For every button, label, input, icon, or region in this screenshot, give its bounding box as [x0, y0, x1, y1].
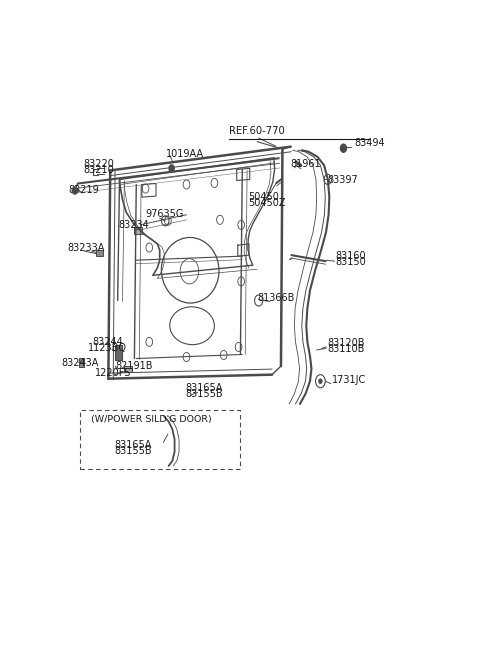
Text: 81961: 81961 — [290, 159, 321, 170]
Text: 83243A: 83243A — [62, 358, 99, 368]
Text: (W/POWER SILD'G DOOR): (W/POWER SILD'G DOOR) — [91, 415, 211, 424]
FancyBboxPatch shape — [134, 227, 142, 234]
Text: 83155B: 83155B — [186, 389, 223, 400]
Text: 83160: 83160 — [335, 251, 366, 261]
FancyBboxPatch shape — [115, 345, 122, 360]
Text: REF.60-770: REF.60-770 — [229, 126, 285, 136]
Text: 83234: 83234 — [119, 220, 150, 230]
Text: 1019AA: 1019AA — [166, 149, 204, 159]
Text: 83110B: 83110B — [327, 344, 364, 354]
Text: 50450Z: 50450Z — [249, 198, 286, 208]
Circle shape — [340, 144, 347, 152]
Text: 1731JC: 1731JC — [332, 375, 366, 385]
Text: 83210: 83210 — [83, 166, 114, 176]
FancyBboxPatch shape — [81, 410, 240, 470]
Text: 83397: 83397 — [328, 174, 359, 185]
Text: 83150: 83150 — [335, 257, 366, 267]
Text: 83233A: 83233A — [67, 242, 105, 253]
Text: 97635G: 97635G — [145, 209, 184, 219]
FancyBboxPatch shape — [96, 250, 103, 256]
Text: 1123BQ: 1123BQ — [88, 343, 127, 353]
Text: 82191B: 82191B — [115, 361, 153, 371]
Circle shape — [72, 187, 77, 194]
Text: 83165A: 83165A — [186, 383, 223, 393]
FancyBboxPatch shape — [124, 365, 132, 372]
FancyBboxPatch shape — [79, 358, 84, 367]
Text: 83165A: 83165A — [114, 440, 151, 450]
Text: 50450: 50450 — [249, 192, 279, 202]
Text: 1220FS: 1220FS — [96, 368, 132, 378]
Text: 83220: 83220 — [83, 159, 114, 170]
Circle shape — [319, 379, 322, 383]
Circle shape — [169, 165, 174, 172]
Text: 81366B: 81366B — [257, 293, 295, 303]
Text: 83494: 83494 — [354, 138, 384, 148]
Text: 83219: 83219 — [68, 185, 99, 195]
Text: 83244: 83244 — [93, 337, 123, 347]
Text: 83155B: 83155B — [114, 446, 152, 457]
Text: 83120B: 83120B — [327, 338, 365, 348]
